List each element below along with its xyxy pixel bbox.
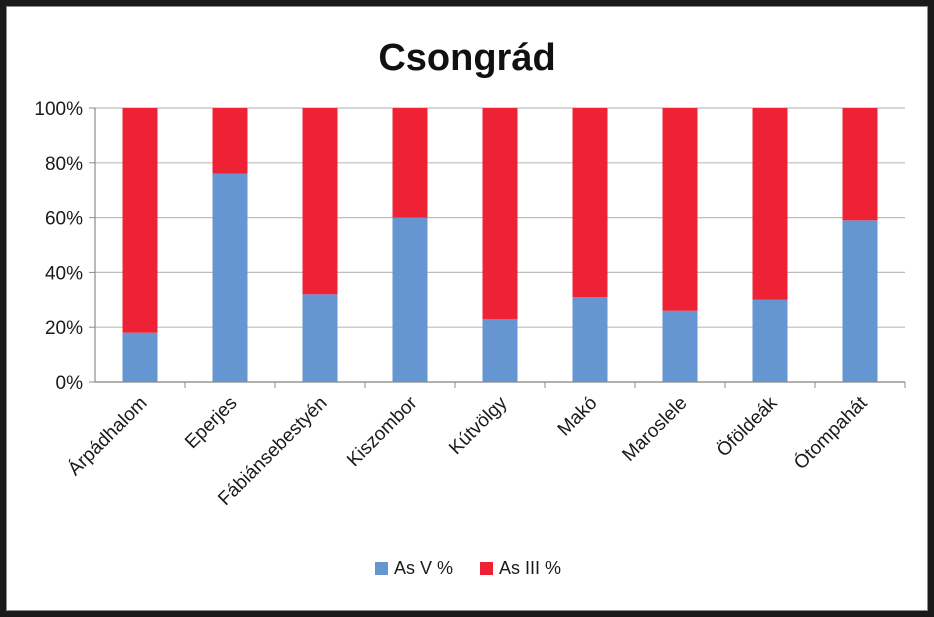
legend-label: As V % xyxy=(394,558,453,578)
x-tick-label: Öföldeák xyxy=(713,392,782,461)
x-tick-label: Makó xyxy=(554,393,602,441)
y-tick-label: 20% xyxy=(45,318,83,339)
bar-as-v xyxy=(482,318,518,382)
bar-as-iii xyxy=(842,108,878,221)
y-tick-label: 0% xyxy=(56,373,84,394)
y-tick-label: 60% xyxy=(45,209,83,230)
x-tick-label: Ótompahát xyxy=(790,391,873,474)
x-tick-label: Eperjes xyxy=(181,393,241,453)
x-tick-label: Maroslele xyxy=(618,393,691,466)
bar-as-iii xyxy=(392,108,428,218)
bar-as-iii xyxy=(122,108,158,333)
bar-as-v xyxy=(842,220,878,382)
bar-as-v xyxy=(212,173,248,382)
chart-title: Csongrád xyxy=(378,37,556,79)
x-tick-label: Árpádhalom xyxy=(64,393,151,480)
bar-as-iii xyxy=(482,108,518,319)
bar-as-v xyxy=(392,217,428,382)
y-tick-label: 100% xyxy=(34,99,83,120)
bar-as-iii xyxy=(572,108,608,298)
y-tick-label: 80% xyxy=(45,154,83,175)
bar-as-iii xyxy=(212,108,248,174)
bar-as-v xyxy=(302,294,338,382)
legend-swatch xyxy=(375,562,388,575)
bar-as-iii xyxy=(662,108,698,311)
bar-as-iii xyxy=(752,108,788,300)
legend-label: As III % xyxy=(499,558,561,578)
bar-as-v xyxy=(752,299,788,382)
y-tick-label: 40% xyxy=(45,263,83,284)
x-tick-label: Kútvölgy xyxy=(445,392,512,459)
x-tick-label: Kiszombor xyxy=(343,392,422,471)
bar-as-iii xyxy=(302,108,338,295)
bar-as-v xyxy=(572,297,608,382)
bar-as-v xyxy=(122,332,158,382)
legend-swatch xyxy=(480,562,493,575)
bar-as-v xyxy=(662,310,698,382)
